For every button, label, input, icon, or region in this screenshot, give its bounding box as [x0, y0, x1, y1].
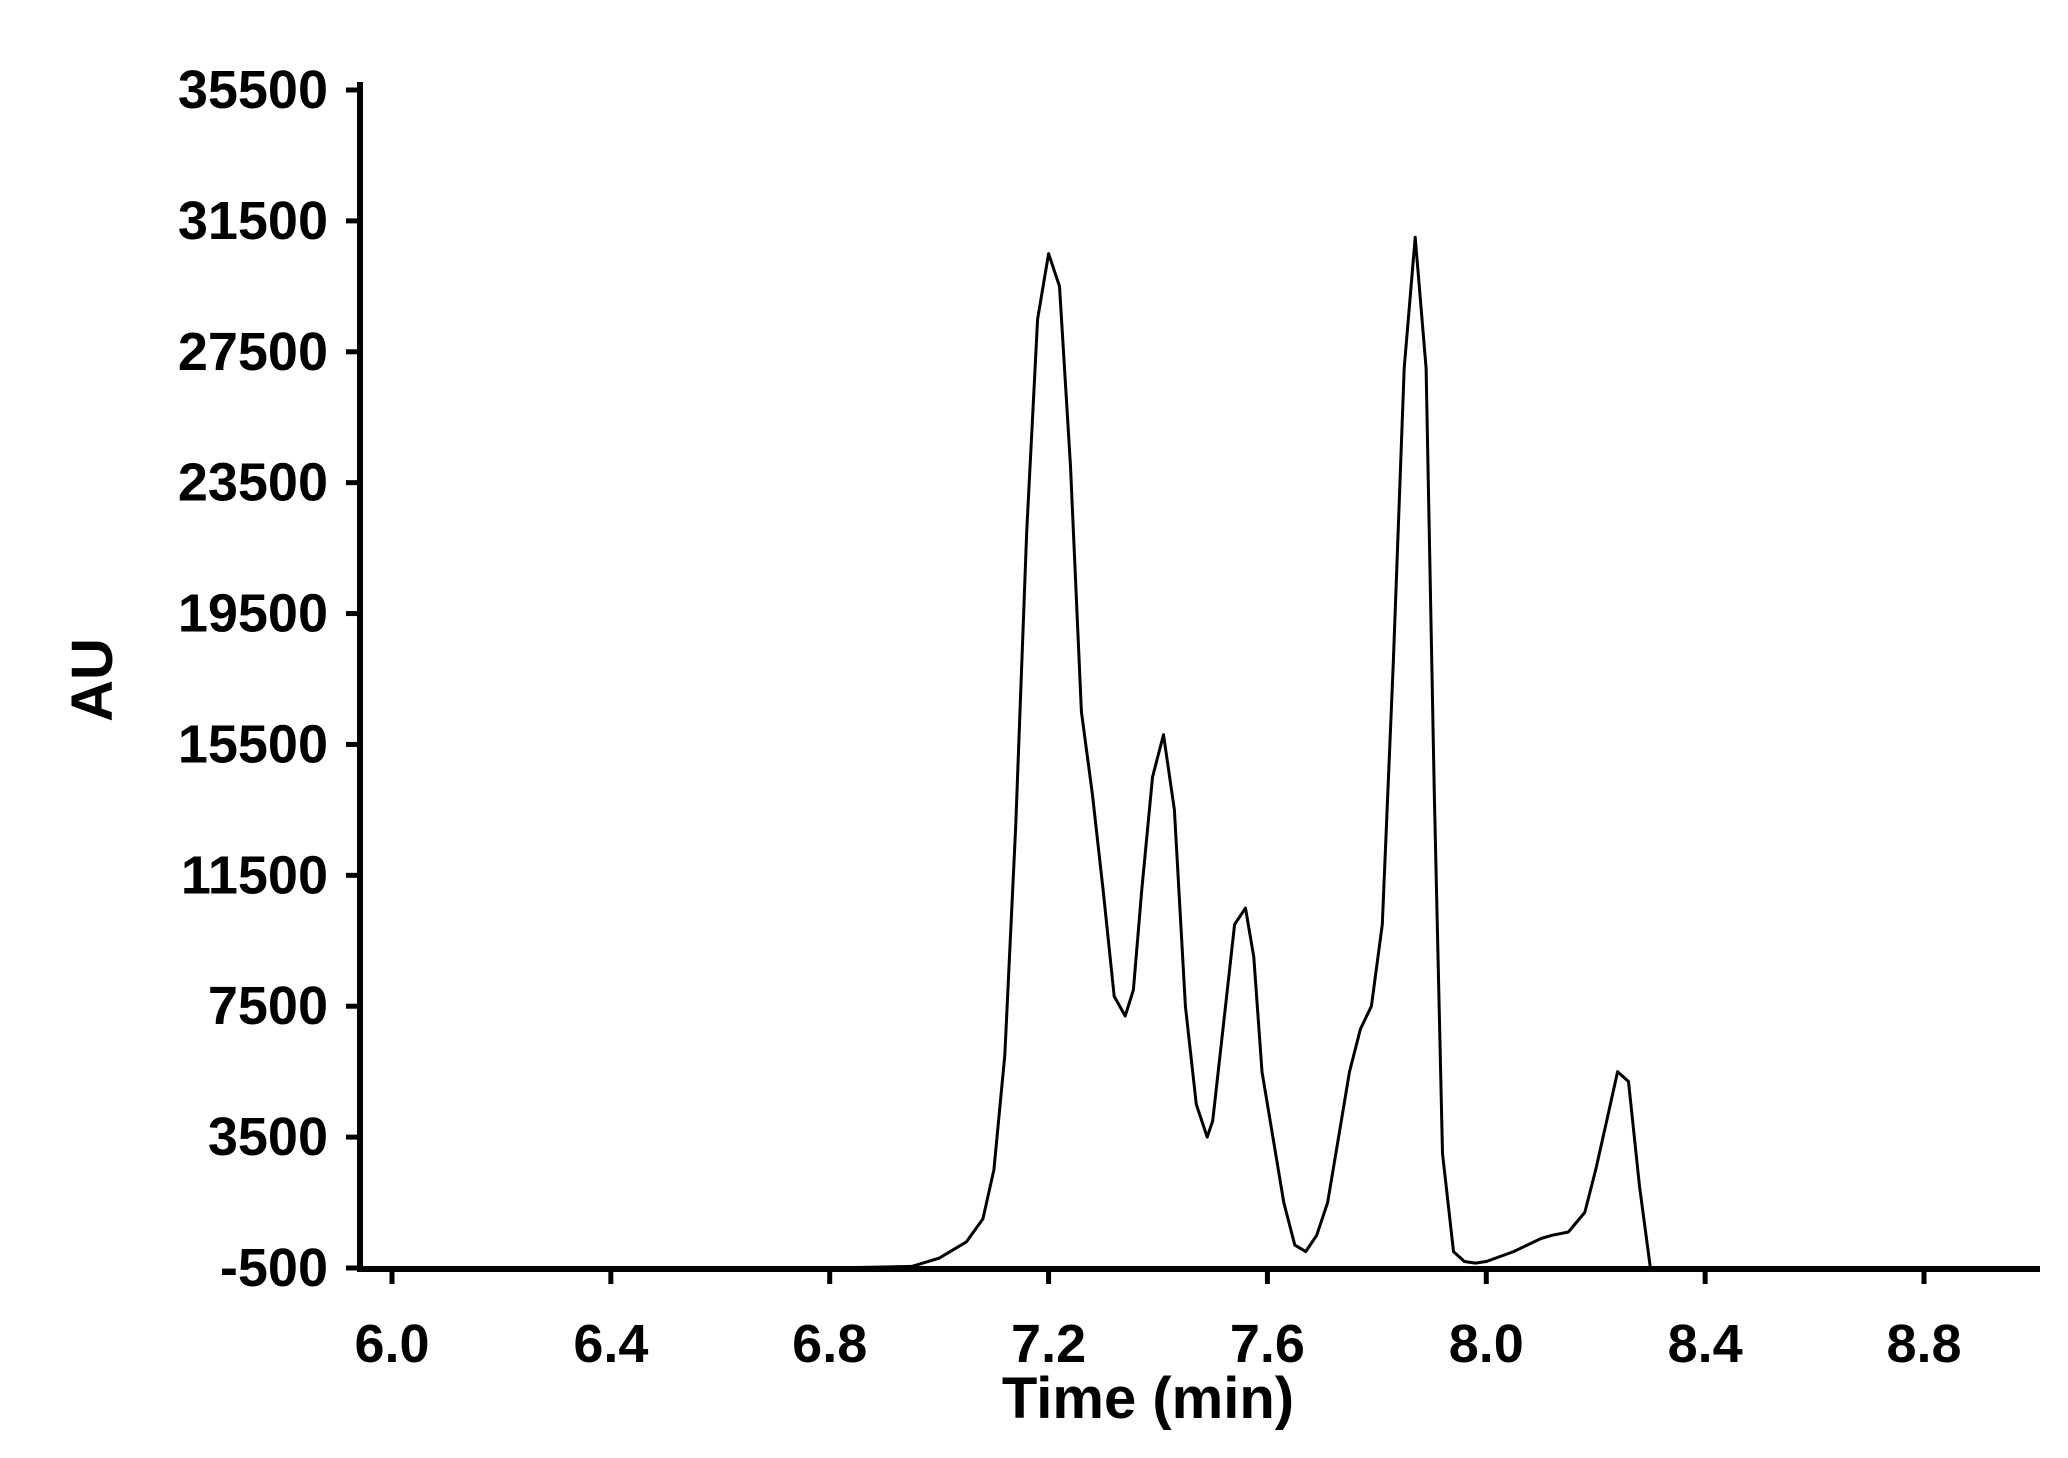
y-tick-label: 31500 — [178, 191, 328, 251]
series-layer — [390, 235, 2008, 1270]
x-tick-label: 6.4 — [573, 1314, 648, 1374]
chromatogram-series-line — [390, 235, 2008, 1270]
x-axis-title: Time (min) — [1002, 1366, 1294, 1431]
y-tick-label: 11500 — [181, 845, 328, 905]
y-axis-title: AU — [60, 638, 125, 722]
x-tick-label: 8.8 — [1886, 1314, 1961, 1374]
x-tick-label: 8.0 — [1449, 1314, 1524, 1374]
x-tick-label: 6.8 — [792, 1314, 867, 1374]
x-tick-label: 7.6 — [1230, 1314, 1305, 1374]
x-tick-label: 6.0 — [354, 1314, 429, 1374]
x-tick-label: 8.4 — [1668, 1314, 1743, 1374]
y-tick-label: 7500 — [208, 976, 328, 1036]
y-tick-label: 3500 — [208, 1107, 328, 1167]
y-tick-label: 27500 — [178, 322, 328, 382]
x-tick-label: 7.2 — [1011, 1314, 1086, 1374]
x-axis-ticks: 6.0 6.4 6.8 7.2 7.6 8.0 8.4 8.8 — [354, 1269, 1962, 1374]
y-tick-label: 15500 — [178, 714, 328, 774]
y-tick-label: 23500 — [178, 453, 328, 513]
y-axis-ticks: -500 3500 7500 11500 15500 19500 23500 27500 315… — [178, 60, 360, 1298]
y-tick-label: 35500 — [178, 60, 328, 120]
y-tick-label: -500 — [220, 1238, 328, 1298]
y-tick-label: 19500 — [178, 584, 328, 644]
